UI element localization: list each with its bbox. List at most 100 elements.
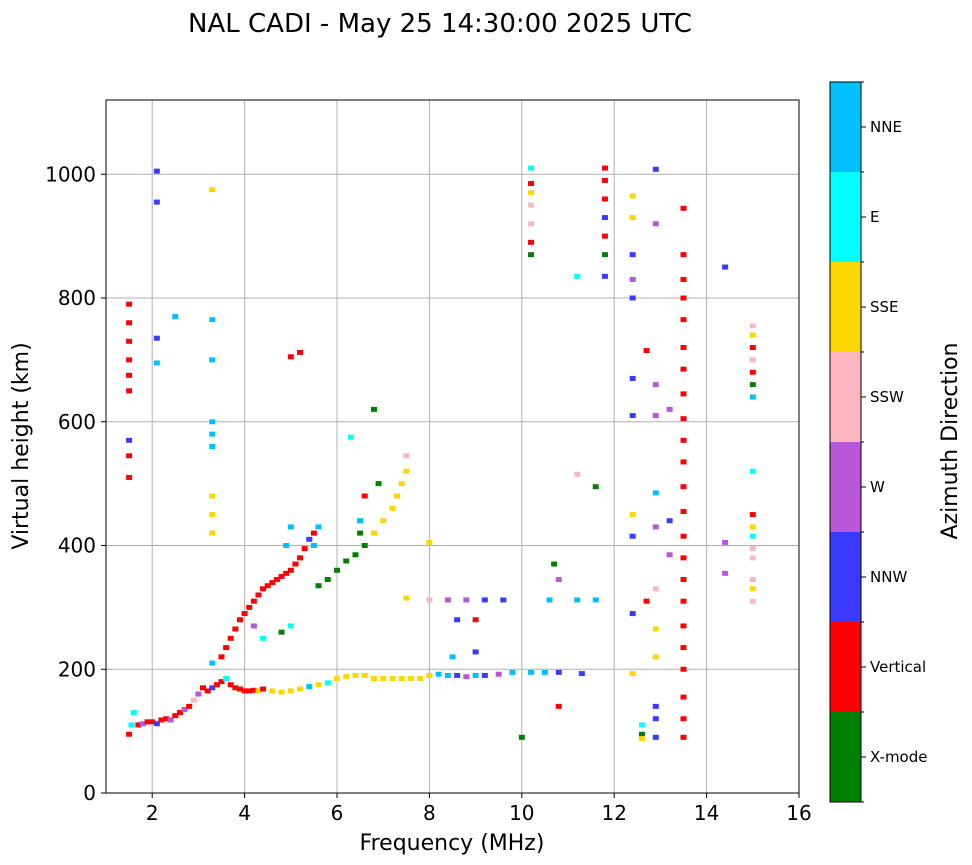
data-point [158,717,165,723]
data-point [306,536,313,542]
data-point [749,369,756,375]
y-tick-label: 400 [58,534,96,558]
data-point [126,437,133,443]
data-point [472,617,479,623]
data-point [241,688,248,694]
data-point [260,635,267,641]
data-point [176,710,183,716]
data-point [292,561,299,567]
data-point [629,512,636,518]
data-point [246,604,253,610]
data-point [347,434,354,440]
data-point [652,166,659,172]
data-point [629,295,636,301]
colorbar-segment [830,712,861,802]
data-point [232,626,239,632]
data-point [749,524,756,530]
data-point [417,676,424,682]
data-point [283,543,290,548]
data-point [555,703,562,709]
data-point [601,233,608,239]
data-point [370,676,377,682]
data-point [680,598,687,604]
data-point [260,686,267,692]
data-point [601,177,608,183]
data-point [680,645,687,651]
data-point [454,617,461,623]
data-point [209,317,216,323]
data-point [301,546,308,552]
x-tick-label: 6 [331,801,344,825]
data-point [209,357,216,363]
data-point [652,490,659,496]
data-point [361,672,368,678]
colorbar-label: W [870,478,885,496]
data-point [472,672,479,678]
data-point [680,734,687,740]
data-point [601,196,608,202]
data-point [551,561,558,567]
data-point [629,276,636,282]
data-point [357,518,364,524]
x-tick-label: 8 [423,801,436,825]
data-point [209,660,216,666]
data-point [273,577,280,583]
data-point [236,686,243,692]
data-point [126,731,133,737]
data-point [574,471,581,477]
colorbar-label: SSE [870,298,899,316]
data-point [528,165,535,171]
data-point [749,382,756,388]
colorbar-label: E [870,208,879,226]
chart-title: NAL CADI - May 25 14:30:00 2025 UTC [188,9,692,39]
x-tick-label: 4 [238,801,251,825]
x-tick-label: 16 [786,801,811,825]
data-point [126,301,133,307]
data-point [555,577,562,583]
data-point [250,623,257,629]
data-point [190,697,197,703]
data-point [236,617,243,623]
colorbar-border [829,81,862,803]
data-point [652,524,659,530]
data-point [227,635,234,641]
data-point [472,649,479,655]
data-point [218,654,225,660]
data-point [389,505,396,511]
data-point [680,416,687,422]
colorbar: X-mode Vertical NNW W SSW SSE E NNE [829,81,927,803]
data-point [232,685,239,691]
data-point [652,586,659,592]
data-point [126,357,133,363]
colorbar-label: SSW [870,388,904,406]
data-point [574,597,581,603]
data-point [278,689,285,695]
data-point [306,684,313,690]
data-point [444,672,451,678]
data-point [680,623,687,629]
data-point [528,669,535,675]
data-point [172,314,179,320]
colorbar-segment [830,82,861,172]
data-point [398,676,405,682]
data-point [518,734,525,740]
data-point [209,444,216,449]
data-point [680,694,687,700]
data-point [629,375,636,381]
data-point [209,530,216,536]
colorbar-segment [830,532,861,622]
data-point [260,586,267,592]
data-point [652,703,659,709]
data-point [574,273,581,279]
data-point [139,721,146,727]
data-point [528,239,535,245]
data-point [287,623,294,629]
data-point [297,555,304,561]
data-point [749,577,756,583]
data-point [528,221,535,227]
data-point [241,611,248,617]
data-point [126,453,133,459]
data-point [528,181,535,187]
data-point [278,629,285,635]
x-tick-label: 12 [601,801,626,825]
